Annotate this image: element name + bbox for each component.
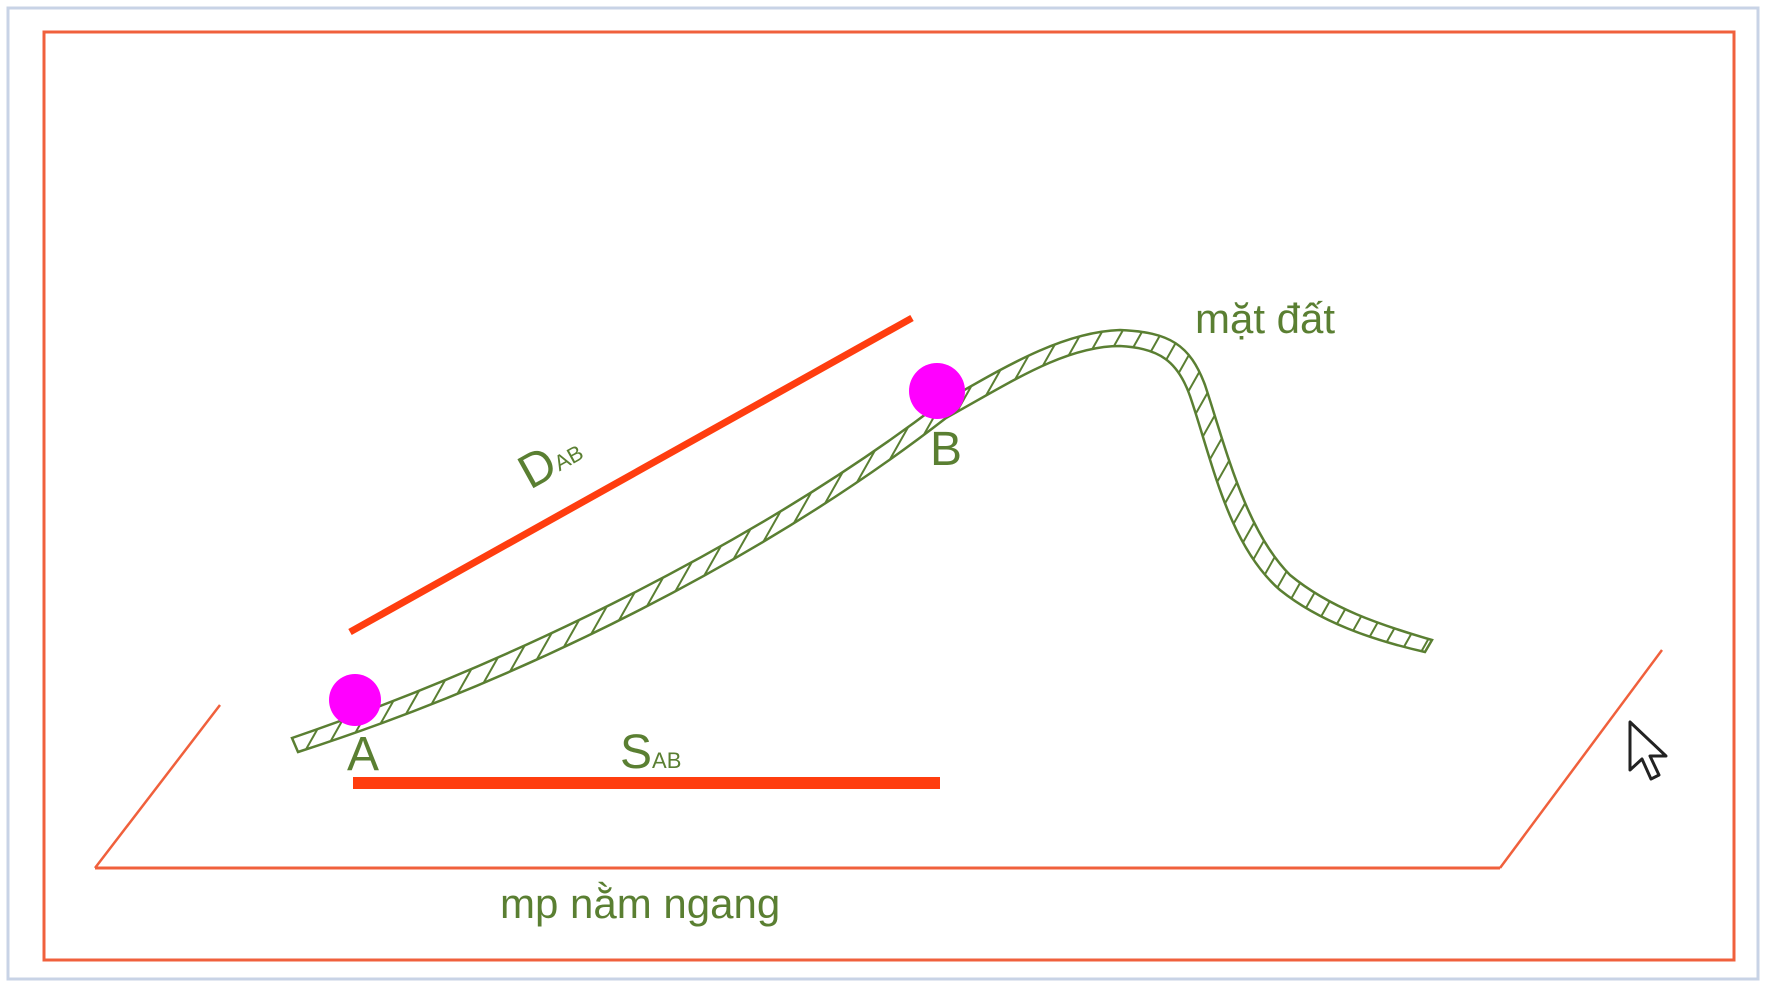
terrain-hatch-line [939,330,1201,752]
window-border [6,6,1760,981]
terrain-hatch-line [359,330,621,752]
point-a-marker [329,674,381,726]
terrain-hatch-line [1039,330,1301,752]
terrain-hatch-line [839,330,1101,752]
figure-frame [42,30,1736,962]
terrain-hatch-line [439,330,701,752]
terrain-label: mặt đất [1195,295,1335,342]
terrain-hatch-line [1119,330,1381,752]
terrain-hatch-line [959,330,1221,752]
terrain-hatch-line [919,330,1181,752]
terrain-hatch-line [1440,300,1700,760]
terrain-hatch-line [379,330,641,752]
terrain-hatch-line [1239,330,1432,752]
terrain-hatch-line [292,330,521,752]
terrain-hatch-line [292,330,541,752]
terrain-hatch-line [759,330,1021,752]
terrain-surface [290,300,1766,760]
terrain-hatch-line [659,330,921,752]
terrain-hatch-line [519,330,781,752]
terrain-hatch-line [1480,300,1740,760]
terrain-hatch-line [639,330,901,752]
terrain-hatch-line [1419,330,1432,752]
terrain-hatch-line [1279,330,1432,752]
terrain-hatch-line [619,330,881,752]
terrain-hatch-line [1079,330,1341,752]
point-b-marker [909,363,965,419]
terrain-hatch-line [1399,330,1432,752]
terrain-hatch-line [679,330,941,752]
slope-distance-label: DAB [510,422,592,499]
terrain-hatch-line [1359,330,1432,752]
point-a-label: A [347,728,379,781]
horizontal-distance-main: S [620,726,652,779]
plane-label: mp nằm ngang [500,880,780,927]
terrain-hatch-line [1099,330,1361,752]
terrain-hatch-line [459,330,721,752]
terrain-hatch-line [1379,330,1432,752]
terrain-hatch-line [579,330,841,752]
terrain-hatch-line [859,330,1121,752]
terrain-hatch-line [1339,330,1432,752]
terrain-hatch-line [1299,330,1432,752]
terrain-hatch-line [1460,300,1720,760]
terrain-hatch-line [1259,330,1432,752]
mouse-pointer-icon [1628,720,1668,781]
terrain-hatch-line [479,330,741,752]
terrain-hatch-line [419,330,681,752]
terrain-hatch-line [1520,300,1766,760]
terrain-hatch-line [999,330,1261,752]
terrain-hatch-line [1319,330,1432,752]
slope-distance-line [348,314,914,636]
horizontal-distance-sub: AB [652,748,681,773]
terrain-hatch-line [1540,300,1766,760]
horizontal-plane [94,649,1664,870]
point-b-label: B [930,423,962,476]
horizontal-distance-label: SAB [620,726,681,779]
terrain-hatch-line [1179,330,1432,752]
